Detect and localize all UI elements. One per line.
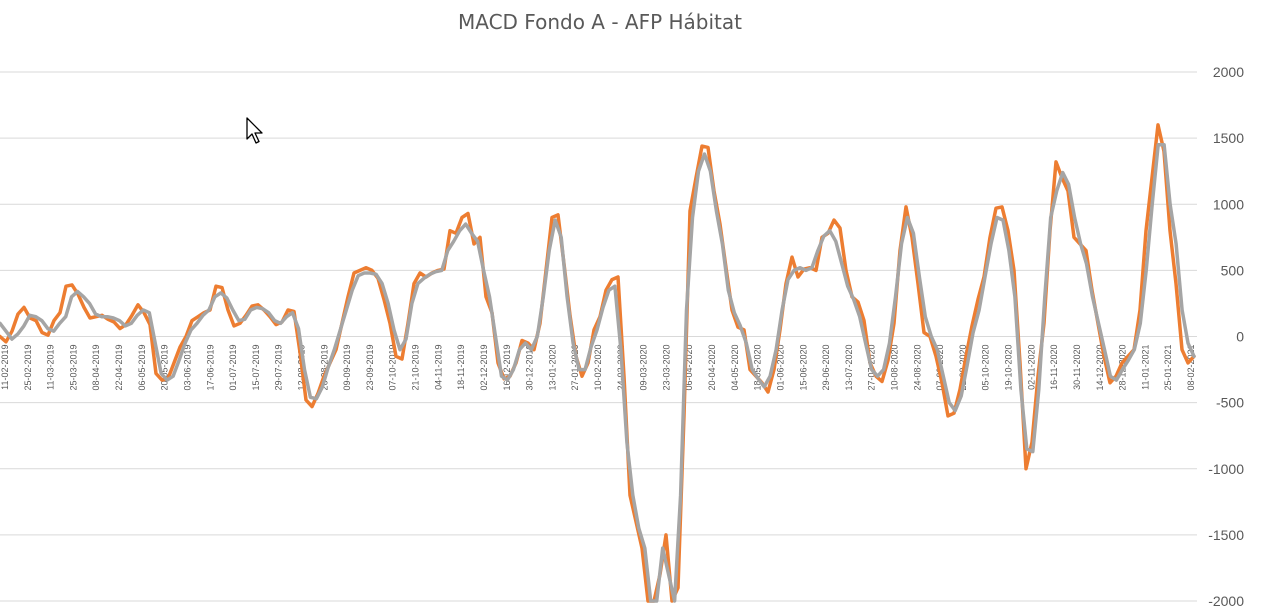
x-tick-label: 15-07-2019 xyxy=(251,345,261,391)
x-tick-label: 23-03-2020 xyxy=(661,345,671,391)
x-tick-label: 01-06-2020 xyxy=(775,345,785,391)
y-tick-label: -1500 xyxy=(1208,527,1244,543)
x-tick-label: 13-01-2020 xyxy=(547,345,557,391)
x-tick-label: 21-10-2019 xyxy=(411,345,421,391)
x-tick-label: 16-12-2019 xyxy=(502,345,512,391)
x-tick-label: 29-07-2019 xyxy=(274,345,284,391)
x-tick-label: 22-04-2019 xyxy=(114,345,124,391)
x-tick-label: 18-11-2019 xyxy=(456,345,466,390)
x-tick-label: 03-06-2019 xyxy=(182,345,192,391)
x-tick-label: 06-04-2020 xyxy=(684,345,694,391)
series-line-gray xyxy=(0,142,1196,603)
x-tick-label: 30-12-2019 xyxy=(525,345,535,391)
x-tick-label: 09-03-2020 xyxy=(639,345,649,391)
x-tick-label: 06-05-2019 xyxy=(137,345,147,391)
x-tick-label: 27-01-2020 xyxy=(570,345,580,391)
x-tick-label: 23-09-2019 xyxy=(365,345,375,391)
mouse-cursor-icon xyxy=(246,117,263,144)
x-tick-label: 25-01-2021 xyxy=(1163,345,1173,391)
x-tick-label: 24-08-2020 xyxy=(912,345,922,391)
y-tick-label: -1000 xyxy=(1208,461,1244,477)
x-tick-label: 07-10-2019 xyxy=(388,345,398,391)
x-tick-label: 05-10-2020 xyxy=(981,344,991,390)
x-tick-label: 11-03-2019 xyxy=(46,345,56,390)
series-lines xyxy=(0,123,1196,603)
x-tick-label: 09-09-2019 xyxy=(342,345,352,391)
x-tick-label: 08-02-2021 xyxy=(1186,345,1196,391)
x-tick-label: 11-02-2019 xyxy=(0,345,10,390)
x-tick-label: 13-07-2020 xyxy=(844,345,854,391)
y-tick-label: -2000 xyxy=(1208,593,1244,609)
x-tick-label: 14-12-2020 xyxy=(1095,345,1105,391)
x-tick-label: 20-04-2020 xyxy=(707,345,717,391)
x-tick-label: 04-11-2019 xyxy=(433,345,443,390)
chart-title: MACD Fondo A - AFP Hábitat xyxy=(457,10,742,34)
x-tick-label: 20-05-2019 xyxy=(160,345,170,391)
x-tick-label: 01-07-2019 xyxy=(228,345,238,391)
gridlines xyxy=(0,71,1197,602)
x-tick-label: 25-02-2019 xyxy=(23,345,33,391)
x-tick-label: 18-05-2020 xyxy=(753,345,763,391)
y-tick-label: 1000 xyxy=(1213,196,1244,212)
y-tick-label: 0 xyxy=(1236,329,1244,345)
x-tick-label: 10-02-2020 xyxy=(593,345,603,391)
x-tick-label: 02-12-2019 xyxy=(479,345,489,391)
y-tick-label: 1500 xyxy=(1213,130,1244,146)
y-tick-label: 2000 xyxy=(1213,64,1244,80)
y-tick-label: 500 xyxy=(1221,262,1245,278)
x-tick-label: 08-04-2019 xyxy=(91,345,101,391)
y-tick-label: -500 xyxy=(1216,395,1244,411)
x-tick-label: 25-03-2019 xyxy=(68,345,78,391)
x-tick-label: 11-01-2021 xyxy=(1140,345,1150,390)
y-axis: 2000 1500 1000 500 0 -500 -1000 -1500 -2000 xyxy=(1208,64,1244,609)
x-tick-label: 30-11-2020 xyxy=(1072,345,1082,390)
x-tick-label: 02-11-2020 xyxy=(1026,345,1036,390)
x-tick-label: 15-06-2020 xyxy=(798,345,808,391)
x-tick-label: 19-10-2020 xyxy=(1004,345,1014,391)
x-tick-label: 04-05-2020 xyxy=(730,345,740,391)
x-tick-label: 17-06-2019 xyxy=(205,345,215,391)
x-tick-label: 29-06-2020 xyxy=(821,345,831,391)
x-tick-label: 10-08-2020 xyxy=(890,345,900,391)
x-tick-label: 16-11-2020 xyxy=(1049,345,1059,390)
x-tick-label: 26-08-2019 xyxy=(319,345,329,391)
